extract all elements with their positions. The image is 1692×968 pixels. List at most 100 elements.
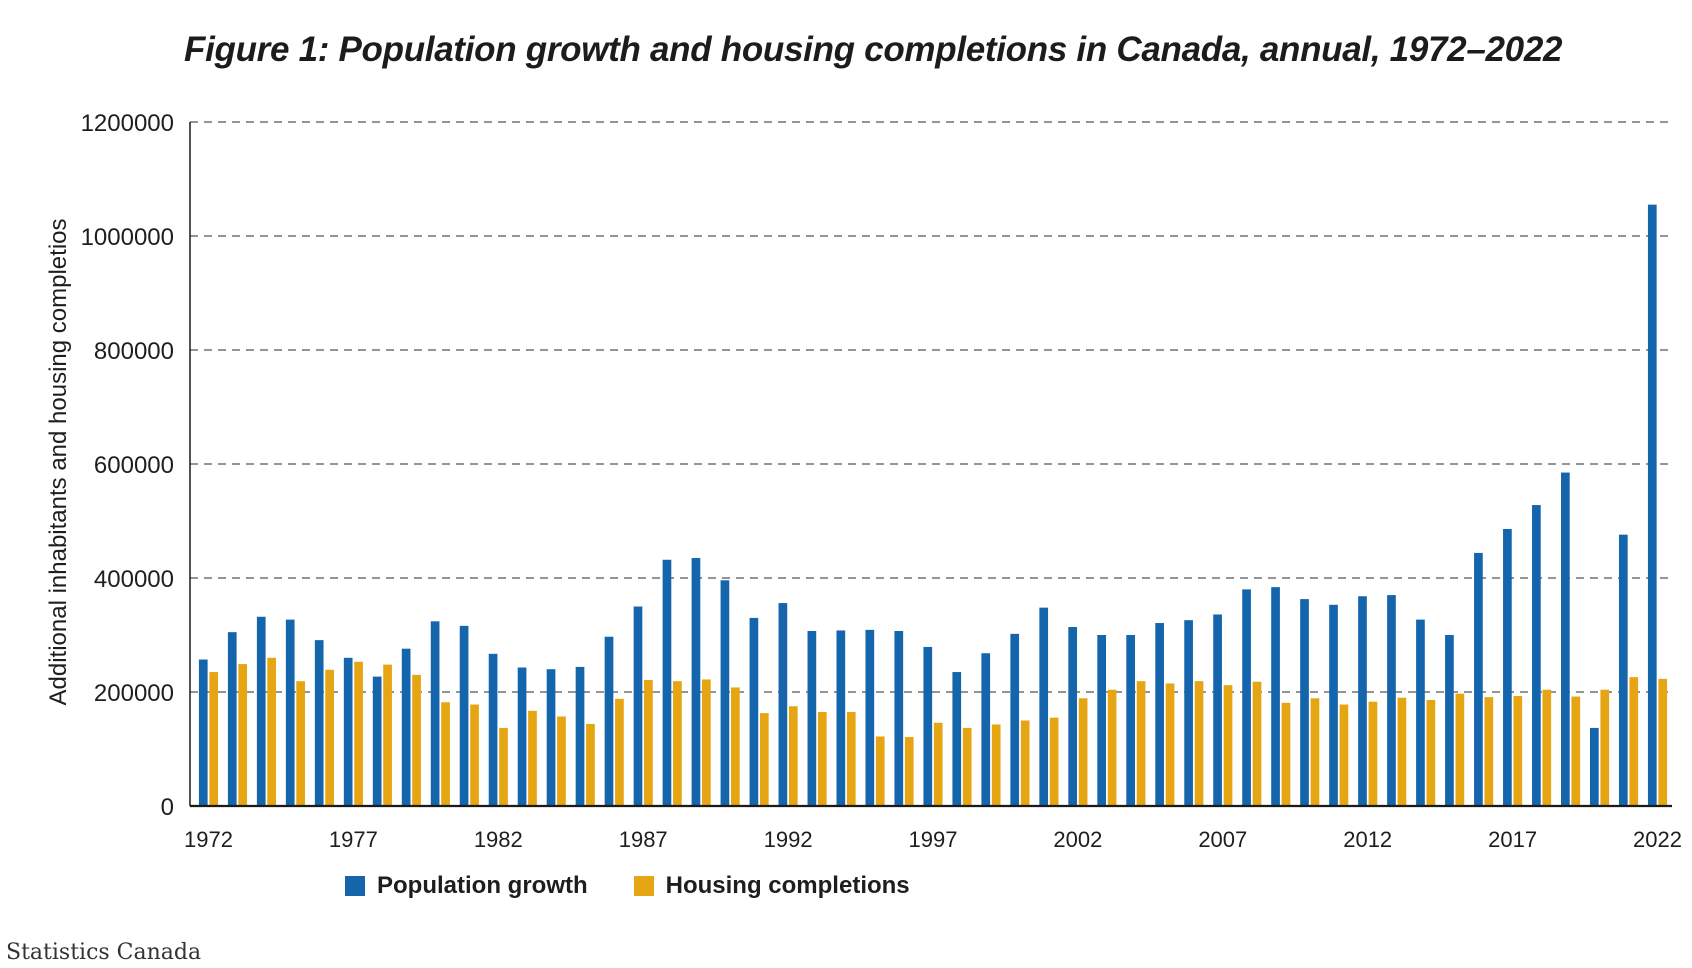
bar-housing-2000: [1020, 720, 1030, 806]
bar-population-2001: [1039, 607, 1049, 806]
bar-population-2017: [1503, 528, 1512, 806]
x-tick-label: 2022: [1633, 827, 1682, 852]
y-tick-label: 600000: [94, 452, 174, 479]
bar-housing-2019: [1571, 696, 1581, 806]
bar-population-2019: [1561, 472, 1570, 806]
bar-population-2013: [1387, 595, 1396, 806]
bar-population-1981: [459, 625, 469, 806]
bar-housing-2005: [1165, 683, 1175, 806]
bar-population-1979: [401, 648, 411, 806]
x-tick-label: 1997: [909, 827, 958, 852]
bar-housing-2008: [1252, 681, 1262, 806]
bar-housing-1982: [499, 727, 508, 806]
x-tick-label: 1972: [184, 827, 233, 852]
bar-housing-1989: [702, 679, 711, 806]
bar-housing-1984: [557, 716, 566, 806]
bar-population-2015: [1445, 635, 1454, 806]
bar-population-1980: [430, 621, 440, 806]
bar-housing-1991: [759, 713, 769, 806]
legend-swatch-housing: [633, 876, 654, 896]
bar-population-1993: [807, 631, 817, 806]
bar-population-1982: [488, 653, 498, 806]
bar-housing-1986: [615, 698, 624, 806]
bar-population-1999: [981, 653, 991, 806]
y-tick-label: 200000: [94, 680, 174, 707]
bar-housing-1996: [904, 737, 914, 806]
bar-population-1986: [604, 636, 614, 806]
bar-housing-2017: [1513, 695, 1523, 806]
bar-housing-1985: [586, 723, 595, 806]
bar-population-1972: [198, 659, 208, 806]
bar-housing-2010: [1310, 698, 1320, 806]
bar-housing-1983: [528, 710, 537, 806]
legend-item-population: Population growth: [345, 872, 588, 900]
bar-housing-1976: [325, 669, 334, 806]
bar-housing-1988: [673, 681, 682, 806]
bar-population-1998: [952, 672, 962, 806]
bar-population-1997: [923, 646, 933, 806]
legend-swatch-population: [345, 876, 365, 896]
bar-housing-1998: [962, 727, 972, 806]
bar-housing-2007: [1223, 685, 1233, 806]
bar-population-1977: [343, 657, 353, 806]
bar-population-1985: [575, 666, 585, 806]
bar-population-1988: [662, 559, 672, 806]
bar-housing-2003: [1107, 689, 1117, 806]
bar-housing-1974: [267, 657, 277, 806]
bar-population-2010: [1300, 599, 1309, 806]
bar-population-1973: [227, 632, 237, 806]
bar-housing-1981: [470, 704, 479, 806]
bar-housing-2004: [1136, 681, 1146, 806]
bar-population-1987: [633, 606, 643, 806]
bar-population-1983: [517, 667, 527, 806]
bar-housing-2022: [1658, 678, 1668, 806]
bar-housing-2009: [1281, 702, 1291, 806]
bar-population-2002: [1068, 627, 1078, 806]
bar-housing-2020: [1600, 689, 1610, 806]
bar-housing-1999: [991, 724, 1001, 806]
bar-population-2003: [1097, 635, 1107, 806]
bar-housing-1975: [296, 681, 305, 806]
bar-population-1991: [749, 617, 759, 806]
bar-population-1990: [720, 580, 730, 806]
bar-housing-1997: [933, 722, 943, 806]
bar-housing-2001: [1049, 717, 1059, 806]
bar-population-1992: [778, 603, 788, 806]
y-tick-label: 1000000: [81, 224, 174, 251]
x-tick-label: 1977: [329, 827, 378, 852]
bar-housing-1990: [731, 687, 740, 806]
bar-housing-2011: [1339, 704, 1349, 806]
bar-population-1975: [285, 619, 295, 806]
bar-population-2008: [1242, 589, 1251, 806]
bar-housing-2016: [1484, 697, 1494, 806]
x-tick-labels: 1972 1977 1982 1987 1992 1997 2002 2007 2012 2017…: [184, 827, 1682, 852]
bar-population-1974: [256, 616, 266, 806]
bar-population-2020: [1589, 727, 1599, 806]
bar-population-1989: [691, 558, 701, 806]
bar-housing-2014: [1426, 699, 1436, 806]
bar-population-2011: [1329, 604, 1338, 806]
bar-population-2014: [1416, 619, 1425, 806]
bar-population-1994: [836, 630, 846, 806]
bar-population-2000: [1010, 633, 1020, 806]
bar-population-2018: [1532, 505, 1541, 806]
bar-population-1978: [372, 676, 382, 806]
bar-population-2021: [1618, 534, 1628, 806]
bar-housing-2021: [1629, 677, 1639, 806]
legend-label-population: Population growth: [377, 872, 588, 899]
x-tick-label: 2012: [1343, 827, 1392, 852]
legend-label-housing: Housing completions: [665, 872, 910, 899]
y-tick-label: 800000: [94, 338, 174, 365]
bar-population-2006: [1184, 620, 1193, 806]
legend: Population growth Housing completions: [345, 872, 910, 900]
x-tick-label: 1987: [619, 827, 668, 852]
chart-title: Figure 1: Population growth and housing …: [184, 30, 1563, 69]
bar-housing-1992: [788, 706, 798, 806]
bar-population-2004: [1126, 635, 1135, 806]
bar-housing-1977: [354, 661, 363, 806]
bar-housing-2006: [1194, 681, 1204, 806]
bar-housing-2013: [1397, 697, 1407, 806]
bar-population-2005: [1155, 623, 1164, 806]
bar-housing-1987: [644, 680, 653, 806]
